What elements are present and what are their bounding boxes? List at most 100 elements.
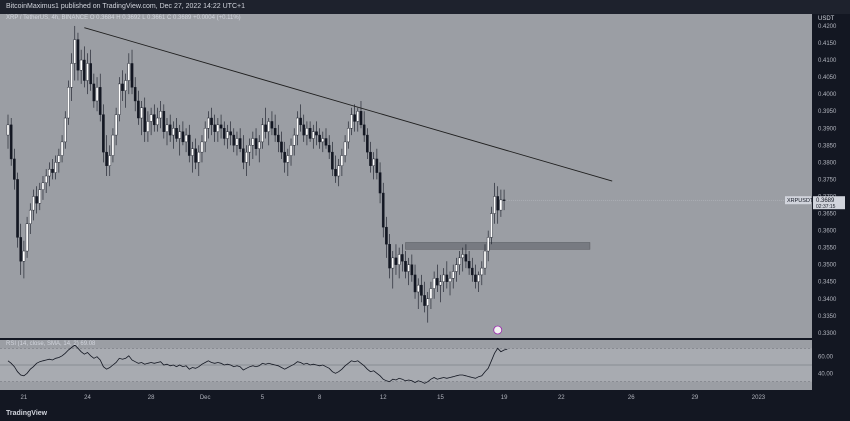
- price-pane: [0, 14, 812, 338]
- candle-body: [245, 151, 248, 163]
- candle-body: [184, 134, 188, 143]
- candle-body: [35, 196, 38, 204]
- last-price-value: 0.3689: [816, 198, 835, 204]
- candle-body: [9, 124, 13, 160]
- candle-body: [289, 145, 293, 156]
- candle-body: [410, 264, 414, 276]
- candle-body: [318, 134, 321, 143]
- last-price-ticker-box: [785, 196, 811, 205]
- candle-body: [238, 138, 242, 149]
- candle-body: [257, 141, 261, 149]
- candle-body: [137, 100, 140, 119]
- candle-body: [181, 131, 185, 143]
- price-tick-label: 0.4200: [818, 24, 837, 30]
- candle-body: [436, 278, 439, 286]
- candle-body: [404, 261, 407, 272]
- candle-body: [133, 87, 137, 102]
- candle-body: [277, 134, 280, 143]
- candle-body: [213, 124, 217, 132]
- support-zone: [405, 242, 591, 250]
- close-value: C 0.3689: [167, 15, 192, 21]
- candle-body: [254, 138, 258, 149]
- price-tick-label: 0.3800: [818, 160, 837, 166]
- candle-body: [191, 148, 194, 156]
- candle-body: [149, 114, 153, 122]
- candle-body: [470, 267, 474, 276]
- candle-body: [458, 257, 461, 265]
- candle-body: [226, 131, 229, 139]
- candle-body: [210, 117, 213, 126]
- candle-body: [159, 110, 162, 119]
- candle-body: [420, 284, 423, 296]
- price-tick-label: 0.3300: [818, 331, 837, 337]
- candle-body: [413, 274, 417, 293]
- candle-body: [19, 237, 23, 262]
- candle-body: [308, 128, 312, 139]
- rsi-label-text: RSI (14, close, SMA, 14, 2): [6, 341, 79, 347]
- price-tick-label: 0.3500: [818, 263, 837, 269]
- candle-body: [127, 63, 131, 81]
- candle-body: [366, 134, 369, 153]
- candle-body: [140, 107, 143, 119]
- candle-body: [143, 107, 147, 132]
- candle-body: [130, 63, 134, 88]
- candle-body: [235, 138, 239, 146]
- candle-body: [350, 114, 353, 129]
- candle-body: [299, 117, 302, 126]
- time-tick-label: 21: [21, 395, 28, 401]
- candle-body: [6, 124, 10, 136]
- candle-body: [305, 128, 309, 136]
- price-tick-label: 0.3350: [818, 314, 837, 320]
- candle-body: [108, 155, 112, 166]
- candle-body: [493, 196, 496, 214]
- candle-body: [67, 87, 70, 119]
- candle-body: [346, 128, 350, 143]
- time-tick-label: 12: [380, 395, 387, 401]
- candle-body: [83, 59, 86, 81]
- price-tick-label: 0.3600: [818, 229, 837, 235]
- time-axis: [0, 390, 812, 407]
- candle-body: [502, 199, 506, 201]
- candle-body: [86, 63, 89, 81]
- candle-body: [496, 196, 500, 211]
- candle-body: [455, 264, 458, 272]
- candle-body: [362, 124, 366, 136]
- candle-body: [356, 110, 360, 122]
- candle-body: [229, 131, 232, 136]
- candle-body: [311, 131, 315, 139]
- candle-body: [283, 151, 286, 163]
- candle-body: [219, 124, 223, 129]
- candle-body: [369, 151, 372, 166]
- price-tick-label: 0.4150: [818, 41, 837, 47]
- candle-body: [423, 295, 426, 306]
- footer: TradingView: [0, 407, 850, 421]
- tradingview-logo[interactable]: TradingView: [6, 410, 48, 417]
- candle-body: [73, 39, 77, 64]
- time-tick-label: 19: [501, 395, 508, 401]
- candle-body: [340, 155, 344, 166]
- candle-body: [486, 237, 490, 252]
- candle-body: [397, 254, 401, 265]
- time-tick-label: 22: [558, 395, 565, 401]
- candle-body: [165, 124, 169, 132]
- candle-body: [261, 124, 264, 143]
- candle-body: [432, 278, 436, 289]
- candle-body: [105, 151, 108, 166]
- candle-body: [51, 168, 54, 173]
- candle-body: [207, 117, 210, 129]
- candle-body: [152, 114, 156, 126]
- candle-body: [63, 117, 67, 143]
- candle-body: [296, 117, 299, 136]
- candle-body: [95, 87, 99, 102]
- candle-body: [483, 250, 487, 269]
- candle-body: [172, 128, 175, 136]
- candle-body: [499, 199, 503, 211]
- price-tick-label: 0.4050: [818, 75, 837, 81]
- candle-body: [41, 182, 45, 190]
- descending-trendline: [84, 27, 613, 182]
- candle-body: [467, 261, 471, 269]
- price-tick-label: 0.3900: [818, 126, 837, 132]
- rsi-legend: RSI (14, close, SMA, 14, 2) 69.08: [6, 341, 95, 347]
- candle-body: [60, 141, 64, 156]
